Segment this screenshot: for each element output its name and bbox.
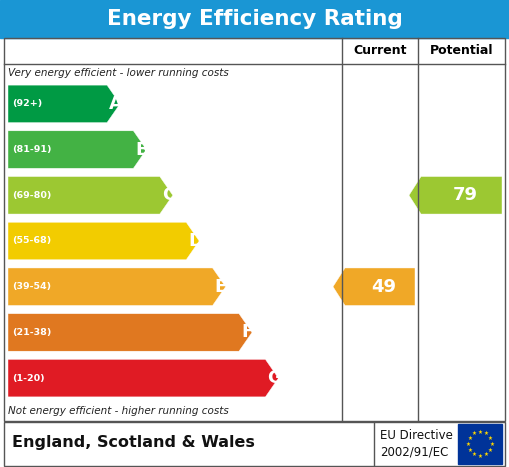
Text: (55-68): (55-68) [12,236,51,246]
Text: ★: ★ [488,447,493,453]
Bar [0,0,509,38]
Polygon shape [409,177,502,214]
Text: ★: ★ [471,452,476,457]
Text: ★: ★ [490,441,494,446]
Text: Potential: Potential [430,44,493,57]
Text: 79: 79 [453,186,478,204]
Bar [4,422,505,466]
Text: A: A [109,95,123,113]
Text: (39-54): (39-54) [12,282,51,291]
Polygon shape [8,268,225,305]
Text: E: E [215,278,227,296]
Text: G: G [267,369,282,387]
Text: Energy Efficiency Rating: Energy Efficiency Rating [106,9,403,29]
Text: England, Scotland & Wales: England, Scotland & Wales [12,436,255,451]
Text: D: D [188,232,203,250]
Text: C: C [162,186,175,204]
Text: ★: ★ [484,452,489,457]
Text: ★: ★ [467,436,472,440]
Text: ★: ★ [477,430,483,434]
Text: (92+): (92+) [12,99,42,108]
Bar [4,38,505,421]
Bar [458,424,502,464]
Text: 49: 49 [372,278,397,296]
Text: B: B [135,141,149,159]
Text: (81-91): (81-91) [12,145,51,154]
Text: ★: ★ [467,447,472,453]
Text: ★: ★ [477,453,483,459]
Polygon shape [8,222,199,260]
Text: ★: ★ [484,431,489,436]
Text: ★: ★ [466,441,470,446]
Polygon shape [8,314,252,351]
Text: (69-80): (69-80) [12,191,51,200]
Text: 2002/91/EC: 2002/91/EC [380,446,448,459]
Polygon shape [8,131,147,168]
Text: F: F [241,324,253,341]
Text: (21-38): (21-38) [12,328,51,337]
Text: ★: ★ [471,431,476,436]
Polygon shape [8,177,173,214]
Text: EU Directive: EU Directive [380,429,453,442]
Text: Not energy efficient - higher running costs: Not energy efficient - higher running co… [8,406,229,416]
Polygon shape [8,85,120,123]
Text: (1-20): (1-20) [12,374,45,382]
Polygon shape [8,360,278,397]
Polygon shape [333,268,415,305]
Text: Very energy efficient - lower running costs: Very energy efficient - lower running co… [8,68,229,78]
Text: Current: Current [353,44,407,57]
Text: ★: ★ [488,436,493,440]
